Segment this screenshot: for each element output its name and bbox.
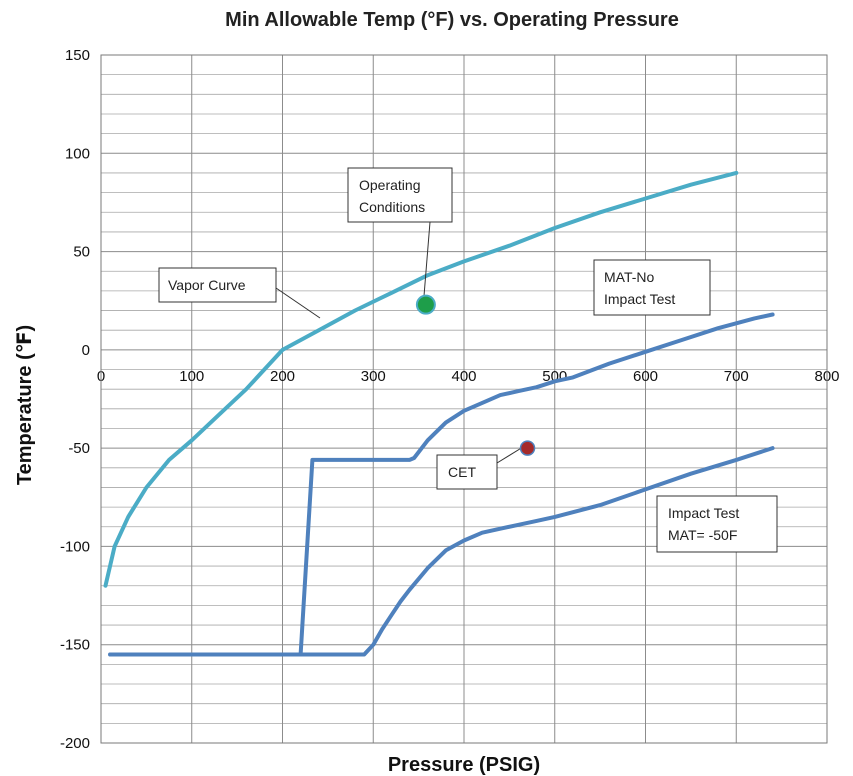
plot-area-border (100, 54, 828, 744)
points-layer (415, 294, 536, 456)
y-tick-label: -150 (60, 637, 90, 654)
y-tick-label: 0 (82, 342, 90, 359)
series-line-mat-no-impact (108, 312, 775, 657)
series-layer (103, 170, 775, 657)
x-tick-label: 700 (724, 368, 749, 385)
chart-title: Min Allowable Temp (°F) vs. Operating Pr… (225, 9, 679, 31)
y-tick-label: 50 (73, 244, 90, 261)
x-tick-label: 400 (451, 368, 476, 385)
mat-no-impact-line1: MAT-No (604, 269, 655, 285)
impact-test-line2: MAT= -50F (668, 527, 737, 543)
x-tick-label: 600 (633, 368, 658, 385)
y-tick-label: 100 (65, 145, 90, 162)
series-line-vapor (103, 170, 739, 588)
x-tick-label: 100 (179, 368, 204, 385)
operating-conditions-callout: Operating Conditions (347, 167, 453, 223)
vapor-curve-label: Vapor Curve (168, 277, 246, 293)
operating-conditions-line2: Conditions (359, 199, 425, 215)
operating-conditions-point (415, 294, 436, 315)
operating-conditions-leader (423, 221, 431, 297)
mat-no-impact-box (593, 259, 711, 316)
x-tick-label: 300 (361, 368, 386, 385)
cet-box (436, 454, 498, 490)
cet-label: CET (448, 464, 476, 480)
y-tick-labels: -200 -150 -100 -50 0 50 100 150 (60, 47, 90, 752)
impact-test-box (656, 495, 778, 553)
y-tick-label: -200 (60, 735, 90, 752)
series-line-impact-test (108, 446, 775, 657)
cet-callout: CET (436, 454, 498, 490)
grid-lines (100, 54, 828, 744)
x-tick-label: 200 (270, 368, 295, 385)
mat-no-impact-callout: MAT-No Impact Test (593, 259, 711, 316)
cet-point (519, 440, 536, 456)
vapor-curve-leader (275, 287, 321, 319)
y-axis-title: Temperature (℉) (14, 325, 36, 485)
vapor-curve-callout: Vapor Curve (158, 267, 277, 303)
cet-leader (496, 446, 524, 464)
x-tick-labels: 0 100 200 300 400 500 600 700 800 (97, 368, 840, 385)
x-axis-title: Pressure (PSIG) (388, 754, 540, 776)
operating-conditions-box (347, 167, 453, 223)
impact-test-line1: Impact Test (668, 505, 739, 521)
vapor-curve-box (158, 267, 277, 303)
operating-conditions-line1: Operating (359, 177, 420, 193)
y-tick-label: 150 (65, 47, 90, 64)
y-tick-label: -50 (68, 440, 90, 457)
impact-test-callout: Impact Test MAT= -50F (656, 495, 778, 553)
y-tick-label: -100 (60, 538, 90, 555)
mat-no-impact-line2: Impact Test (604, 291, 675, 307)
